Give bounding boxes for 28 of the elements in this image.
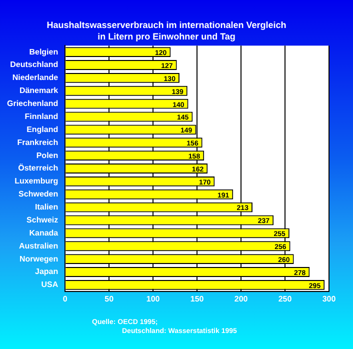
chart-title: Haushaltswasserverbrauch im internationalen Vergleich bbox=[46, 20, 286, 30]
y-tick-label: Deutschland bbox=[10, 60, 58, 70]
x-tick-label: 200 bbox=[234, 294, 248, 304]
x-tick-label: 150 bbox=[190, 294, 204, 304]
y-tick-label: Dänemark bbox=[19, 86, 59, 96]
y-tick-label: Schweiz bbox=[26, 215, 58, 224]
x-tick-label: 100 bbox=[146, 294, 160, 304]
chart-subtitle: in Litern pro Einwohner und Tag bbox=[98, 32, 236, 42]
y-tick-label: Japan bbox=[35, 267, 58, 276]
y-tick-label: Italien bbox=[35, 202, 58, 212]
x-tick-label: 250 bbox=[278, 294, 292, 304]
y-tick-label: Australien bbox=[19, 241, 58, 250]
y-tick-label: Belgien bbox=[29, 47, 58, 56]
y-tick-label: England bbox=[26, 124, 58, 134]
x-tick-label: 50 bbox=[104, 294, 114, 304]
y-tick-label: Polen bbox=[36, 150, 58, 160]
y-tick-label: Norwegen bbox=[19, 254, 58, 264]
y-tick-label: Finnland bbox=[24, 112, 58, 121]
y-tick-label: Kanada bbox=[29, 228, 59, 238]
y-tick-label: Österreich bbox=[18, 164, 58, 173]
x-tick-label: 300 bbox=[322, 294, 336, 304]
x-tick-label: 0 bbox=[62, 294, 68, 304]
y-tick-label: Frankreich bbox=[17, 138, 58, 147]
y-tick-label: Luxemburg bbox=[14, 176, 58, 186]
y-tick-label: Schweden bbox=[18, 190, 58, 199]
y-tick-label: Niederlande bbox=[12, 73, 59, 82]
y-tick-label: Griechenland bbox=[7, 99, 58, 108]
y-tick-label: USA bbox=[41, 280, 58, 290]
